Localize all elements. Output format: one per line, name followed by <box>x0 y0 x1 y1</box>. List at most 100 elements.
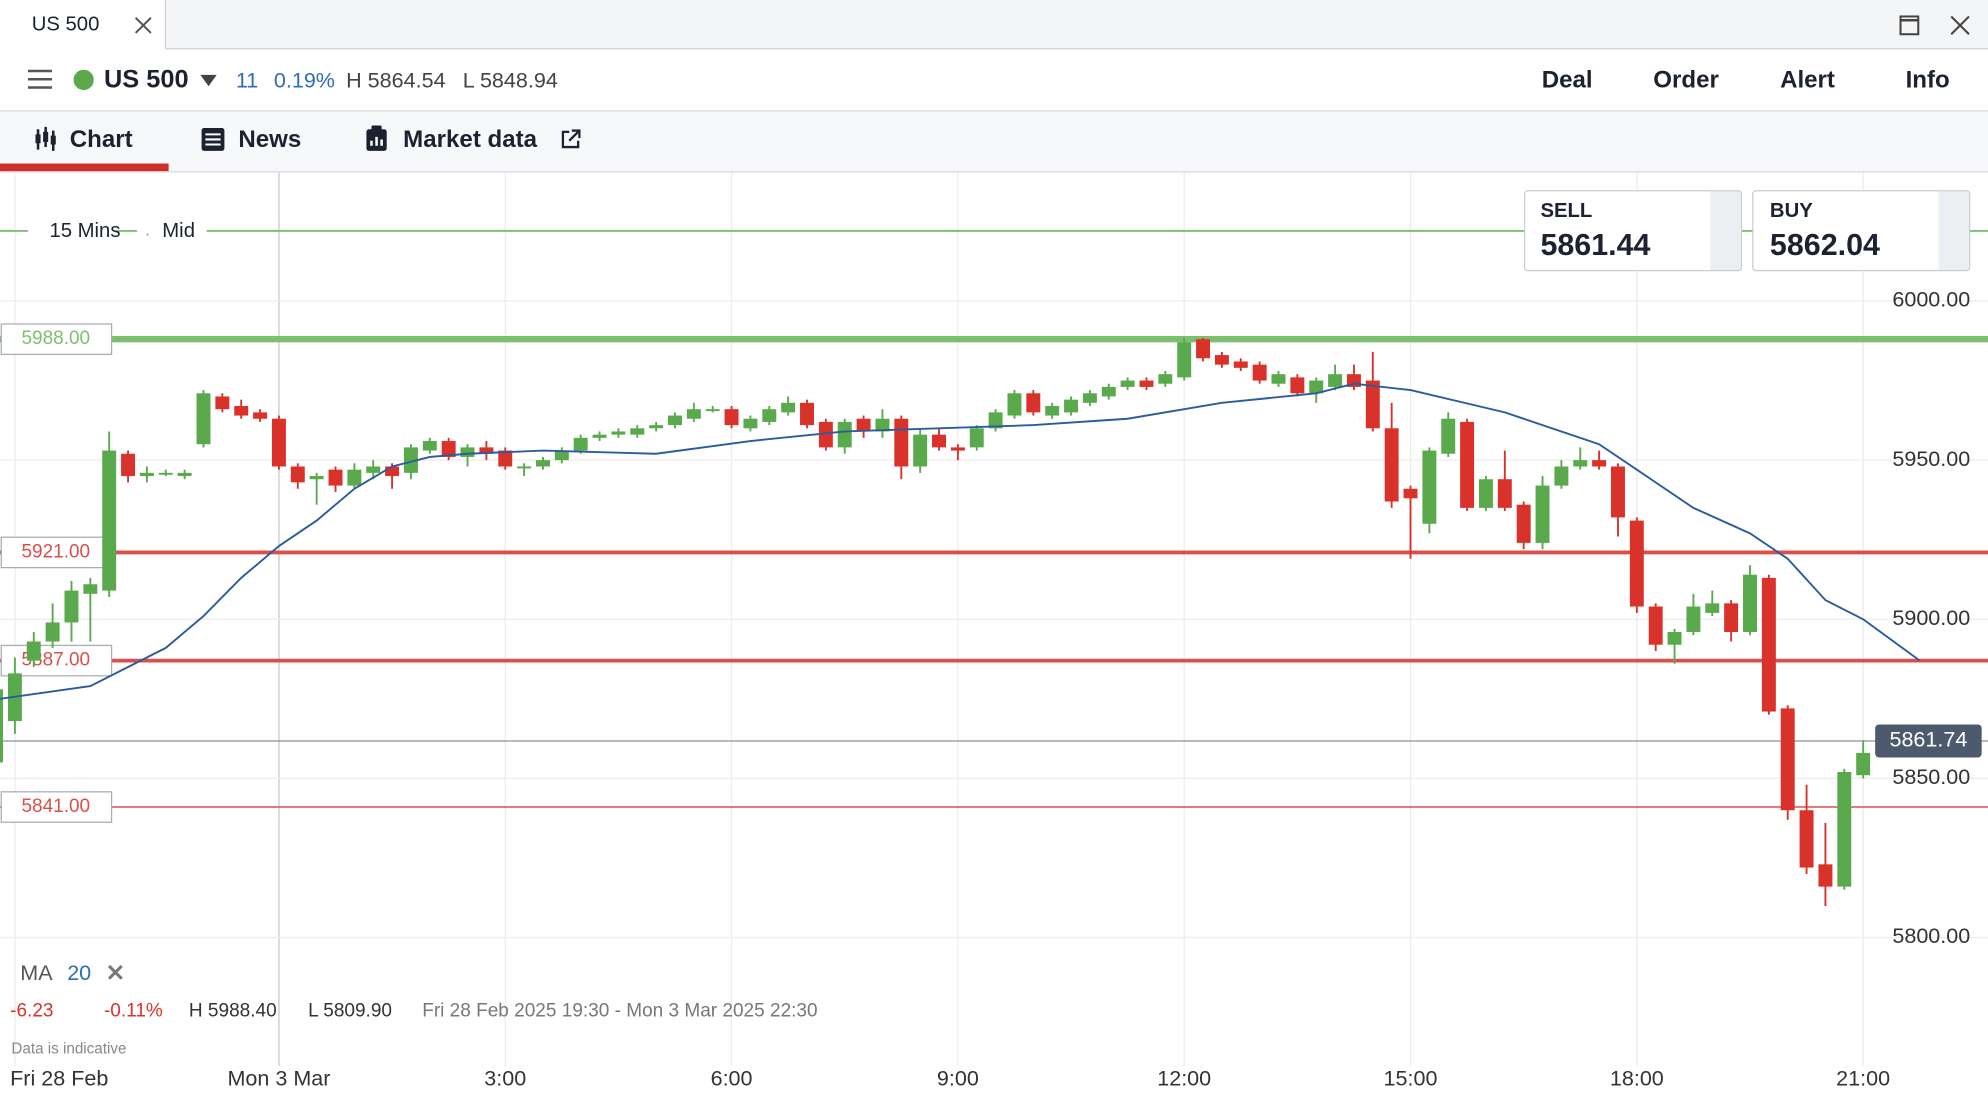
interval-box[interactable] <box>27 215 117 249</box>
current-price-box <box>1875 724 1982 758</box>
interval[interactable]: 15 Mins <box>49 220 121 243</box>
candle-body <box>1460 421 1475 508</box>
sell-label: SELL <box>1540 200 1593 222</box>
y-tick-label: 6000.00 <box>1892 287 1970 312</box>
candle-body <box>441 441 456 457</box>
candle-body <box>102 450 117 591</box>
candle-body <box>573 437 588 451</box>
candle-body <box>1667 631 1682 645</box>
news-icon <box>201 128 225 151</box>
remove-indicator-icon[interactable] <box>107 964 123 980</box>
candle-body <box>1309 380 1324 394</box>
candle-body <box>1856 752 1871 776</box>
candle-body <box>1516 504 1531 543</box>
deal-button[interactable]: Deal <box>1541 67 1593 94</box>
candle-body <box>309 476 324 480</box>
active-tab-indicator <box>0 163 169 172</box>
stats-range: Fri 28 Feb 2025 19:30 - Mon 3 Mar 2025 2… <box>422 1000 818 1022</box>
header <box>0 49 1988 112</box>
candle-body <box>1064 399 1079 413</box>
candle-body <box>460 447 475 457</box>
current-price-label: 5861.74 <box>1889 727 1967 752</box>
candle-body <box>1177 342 1192 378</box>
info-button[interactable]: Info <box>1905 67 1950 94</box>
news-tab[interactable]: News <box>238 126 302 154</box>
tab-bar <box>0 0 1988 50</box>
candle-body <box>158 472 173 475</box>
candle-body <box>1799 810 1814 868</box>
candle-body <box>1328 374 1343 387</box>
candle-body <box>196 393 211 445</box>
close-tab-icon[interactable] <box>134 16 152 34</box>
candle-body <box>45 622 60 642</box>
candle-body <box>1026 393 1041 413</box>
candle-body <box>743 418 758 429</box>
candle-body <box>1384 428 1399 502</box>
x-tick-label: 6:00 <box>711 1066 753 1091</box>
candle-body <box>253 412 268 419</box>
candle-body <box>64 590 79 623</box>
candle-body <box>781 402 796 413</box>
ma-line <box>0 382 1921 700</box>
close-window-icon[interactable] <box>1950 15 1970 35</box>
candle-body <box>26 641 41 661</box>
candle-body <box>1837 772 1852 887</box>
candle-body <box>328 469 343 486</box>
instrument-name[interactable]: US 500 <box>103 65 189 94</box>
x-tick-label: 18:00 <box>1610 1066 1664 1091</box>
alert-button[interactable]: Alert <box>1780 67 1835 94</box>
dropdown-caret[interactable] <box>200 74 217 87</box>
tab-title: US 500 <box>31 13 100 36</box>
level-label: 5988.00 <box>21 328 90 349</box>
market-data-tab[interactable]: Market data <box>403 126 538 154</box>
candle-body <box>347 469 362 486</box>
stats-low: L 5809.90 <box>308 1000 393 1022</box>
candle-body <box>1045 406 1060 416</box>
market-data-icon <box>366 125 387 151</box>
candle-body <box>818 421 833 448</box>
tab[interactable] <box>0 0 167 50</box>
candle-body <box>1611 466 1625 518</box>
level-label: 5921.00 <box>21 541 90 562</box>
candle-body <box>1422 450 1437 524</box>
change-percent: 0.19% <box>273 68 335 93</box>
candle-body <box>1592 460 1607 467</box>
nav-bar <box>0 111 1988 173</box>
stats-change-percent: -0.11% <box>103 1000 163 1022</box>
chart-tab[interactable]: Chart <box>69 126 133 154</box>
candle-body <box>1818 864 1833 887</box>
y-tick-label: 5900.00 <box>1892 605 1970 630</box>
candle-body <box>290 466 305 483</box>
indicator-name: MA <box>20 960 53 985</box>
price-type[interactable]: Mid <box>162 220 195 243</box>
level-label: 5841.00 <box>21 796 90 817</box>
chart: Fri 28 Feb Mon 3 Mar 3:00 6:00 9:00 12:00 15:0… <box>0 172 1988 1091</box>
buy-label: BUY <box>1769 200 1813 222</box>
candle-body <box>762 409 777 422</box>
candle-body <box>649 425 664 429</box>
candle-body <box>856 418 871 432</box>
menu-icon[interactable] <box>27 68 52 90</box>
separator: · <box>144 223 151 244</box>
level-label-box <box>0 791 113 823</box>
external-link-icon[interactable] <box>560 129 581 149</box>
order-button[interactable]: Order <box>1653 67 1719 94</box>
price-type-box[interactable] <box>136 215 207 249</box>
candle-body <box>1252 364 1267 381</box>
x-tick-label: 21:00 <box>1836 1066 1890 1091</box>
buy-button[interactable] <box>1752 190 1971 272</box>
candle-body <box>1686 606 1701 632</box>
candle-body <box>1535 485 1550 543</box>
candle-body <box>1158 374 1173 384</box>
maximize-icon[interactable] <box>1899 15 1920 36</box>
candle-body <box>1705 603 1720 613</box>
candle-body <box>913 434 928 467</box>
candle-body <box>1724 603 1739 632</box>
candle-body <box>1365 380 1380 429</box>
candle-body <box>611 431 626 435</box>
candle-body <box>1196 339 1211 359</box>
sell-button[interactable] <box>1523 190 1743 272</box>
candle-body <box>1629 520 1644 607</box>
candle-body <box>592 434 607 438</box>
high: H 5864.54 <box>346 68 446 93</box>
